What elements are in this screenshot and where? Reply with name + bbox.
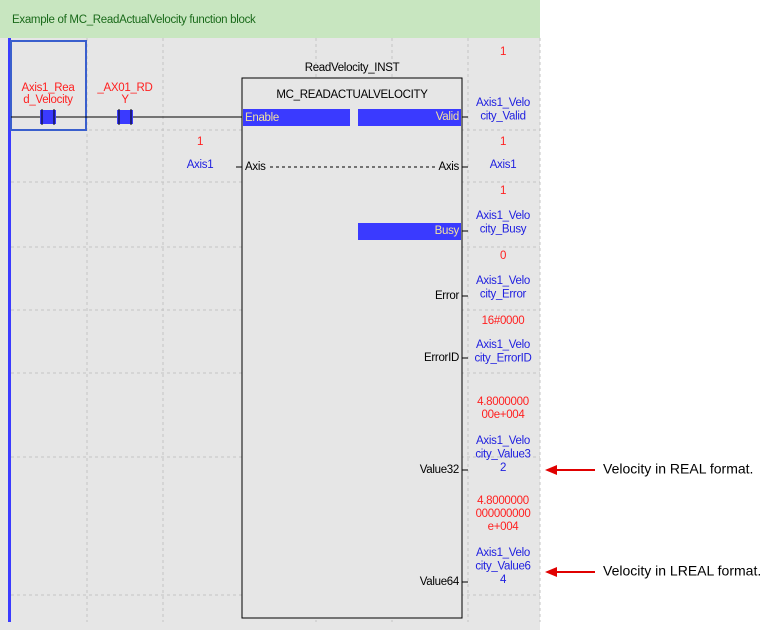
contact-label: d_Velocity [23,94,73,106]
contact [40,110,56,124]
selection [10,40,87,131]
output-variable: city_Busy [480,224,527,236]
output-variable: city_ErrorID [474,353,531,365]
output-value: 000000000 [476,508,531,520]
output-variable: 2 [500,462,506,474]
output-variable: city_Value3 [475,449,530,461]
annotation: Velocity in REAL format. [603,461,753,477]
output-value: 4.8000000 [477,495,529,507]
arrow-head [545,465,557,475]
output-value: e+004 [488,521,520,533]
output-variable: Axis1_Velo [476,435,530,447]
output-value: 1 [500,46,506,58]
output-value: 1 [500,185,506,197]
contact [117,110,133,124]
contact-label: Axis1_Rea [22,82,76,94]
output-variable: Axis1_Velo [476,275,530,287]
input-pin: Axis [245,161,266,173]
output-variable: city_Error [480,289,527,301]
output-value: 00e+004 [482,409,526,421]
output-variable: Axis1 [490,159,517,171]
pin-highlight [358,223,461,240]
output-variable: city_Value6 [475,561,530,573]
output-pin: Value32 [420,464,459,476]
output-pin: Axis [438,161,459,173]
contact-label: _AX01_RD [96,82,152,94]
block-type: MC_READACTUALVELOCITY [276,89,428,101]
pin-highlight [243,109,350,126]
output-value: 1 [500,136,506,148]
header-title: Example of MC_ReadActualVelocity functio… [12,14,256,26]
input-value: 1 [197,136,203,148]
output-variable: Axis1_Velo [476,547,530,559]
input-variable: Axis1 [187,159,214,171]
output-pin: Valid [436,111,459,123]
output-pin: Value64 [420,576,460,588]
header-band [0,0,540,38]
output-pin: Error [435,290,460,302]
pin-highlight [358,109,461,126]
output-pin: Busy [435,225,460,237]
power-rail [8,38,11,622]
output-variable: Axis1_Velo [476,210,530,222]
annotation: Velocity in LREAL format. [603,563,761,579]
function-block [241,77,463,619]
output-variable: 4 [500,574,507,586]
dynamic: Axis1_Read_Velocity _AX01_RDY Valid 1 Axis1_… [22,46,762,588]
input-pin: Enable [245,112,279,124]
output-variable: Axis1_Velo [476,97,530,109]
output-value: 0 [500,250,506,262]
contact-label: Y [121,94,129,106]
output-value: 16#0000 [482,315,525,327]
output-variable: city_Valid [480,111,525,123]
instance-name: ReadVelocity_INST [305,62,400,74]
output-value: 4.8000000 [477,396,529,408]
output-pin: ErrorID [424,352,459,364]
output-variable: Axis1_Velo [476,339,530,351]
arrow-head [545,567,557,577]
